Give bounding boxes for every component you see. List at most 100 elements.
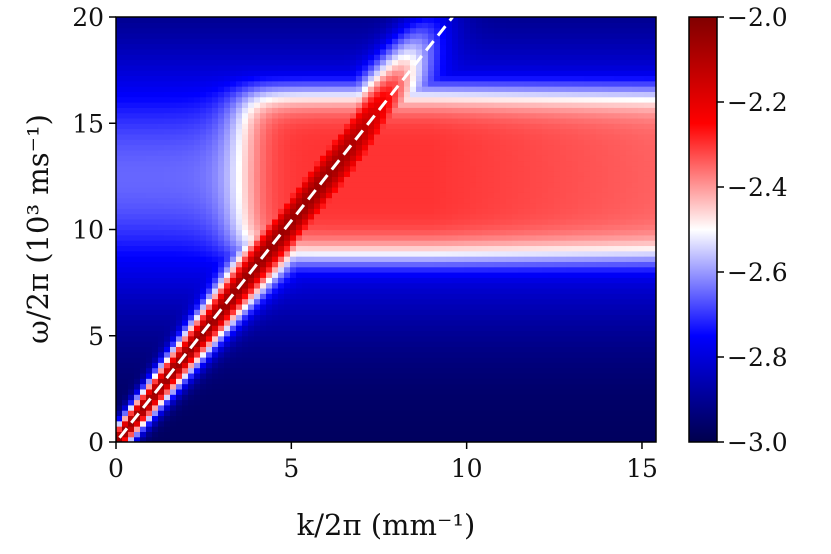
heatmap-cell <box>158 128 165 135</box>
heatmap-cell <box>440 341 447 347</box>
heatmap-cell <box>296 102 303 108</box>
heatmap-cell <box>362 303 369 310</box>
heatmap-cell <box>290 107 297 114</box>
heatmap-cell <box>158 133 165 140</box>
heatmap-cell <box>200 250 207 257</box>
heatmap-cell <box>440 155 447 162</box>
heatmap-cell <box>290 372 297 379</box>
heatmap-cell <box>392 102 399 108</box>
heatmap-cell <box>338 139 345 146</box>
heatmap-cell <box>398 139 405 146</box>
heatmap-cell <box>314 261 321 268</box>
heatmap-cell <box>260 139 267 146</box>
heatmap-cell <box>368 202 375 209</box>
heatmap-cell <box>212 64 219 71</box>
heatmap-cell <box>284 234 291 241</box>
heatmap-cell <box>392 250 399 257</box>
heatmap-cell <box>134 171 141 177</box>
heatmap-cell <box>476 256 483 262</box>
heatmap-cell <box>296 404 303 411</box>
heatmap-cell <box>362 372 369 379</box>
heatmap-cell <box>338 213 345 220</box>
heatmap-cell <box>230 261 237 268</box>
heatmap-cell <box>266 372 273 379</box>
heatmap-cell <box>470 394 477 401</box>
heatmap-cell <box>200 123 207 130</box>
heatmap-cell <box>242 22 249 29</box>
heatmap-cell <box>134 298 141 305</box>
heatmap-cell <box>122 75 129 82</box>
heatmap-cell <box>434 144 441 151</box>
heatmap-cell <box>218 309 225 316</box>
heatmap-cell <box>314 38 321 45</box>
heatmap-cell <box>440 38 447 45</box>
heatmap-cell <box>398 399 405 406</box>
heatmap-cell <box>254 208 261 215</box>
heatmap-cell <box>344 330 351 337</box>
heatmap-cell <box>116 171 123 177</box>
heatmap-cell <box>194 96 201 103</box>
heatmap-cell <box>416 96 423 103</box>
heatmap-cell <box>458 75 465 82</box>
heatmap-cell <box>152 187 159 193</box>
heatmap-cell <box>122 107 129 114</box>
heatmap-cell <box>380 133 387 140</box>
heatmap-cell <box>482 240 489 247</box>
heatmap-cell <box>206 32 213 39</box>
heatmap-cell <box>146 202 153 209</box>
heatmap-cell <box>482 298 489 305</box>
heatmap-cell <box>446 436 453 442</box>
heatmap-cell <box>200 426 207 432</box>
heatmap-cell <box>374 383 381 390</box>
heatmap-cell <box>326 187 333 193</box>
heatmap-cell <box>332 80 339 87</box>
heatmap-cell <box>212 165 219 172</box>
heatmap-cell <box>404 404 411 411</box>
heatmap-cell <box>302 96 309 103</box>
heatmap-cell <box>200 394 207 401</box>
heatmap-cell <box>404 202 411 209</box>
heatmap-cell <box>200 367 207 374</box>
heatmap-cell <box>314 139 321 146</box>
heatmap-cell <box>476 102 483 108</box>
heatmap-cell <box>254 367 261 374</box>
heatmap-cell <box>140 17 147 23</box>
heatmap-cell <box>146 415 153 422</box>
heatmap-cell <box>296 86 303 92</box>
heatmap-cell <box>128 75 135 82</box>
heatmap-cell <box>224 187 231 193</box>
heatmap-cell <box>440 86 447 92</box>
heatmap-cell <box>284 309 291 316</box>
heatmap-cell <box>182 91 189 98</box>
heatmap-cell <box>356 70 363 77</box>
heatmap-cell <box>416 139 423 146</box>
heatmap-cell <box>152 426 159 432</box>
heatmap-cell <box>236 372 243 379</box>
heatmap-cell <box>392 117 399 124</box>
heatmap-cell <box>482 303 489 310</box>
heatmap-cell <box>212 277 219 284</box>
heatmap-cell <box>128 277 135 284</box>
heatmap-cell <box>386 362 393 369</box>
heatmap-cell <box>302 426 309 432</box>
heatmap-cell <box>266 314 273 321</box>
heatmap-cell <box>182 176 189 183</box>
heatmap-cell <box>398 319 405 326</box>
heatmap-cell <box>170 165 177 172</box>
heatmap-cell <box>296 128 303 135</box>
heatmap-cell <box>350 383 357 390</box>
heatmap-cell <box>212 160 219 167</box>
heatmap-cell <box>116 240 123 247</box>
heatmap-cell <box>194 325 201 332</box>
heatmap-cell <box>476 224 483 231</box>
heatmap-cell <box>470 107 477 114</box>
heatmap-cell <box>170 80 177 87</box>
heatmap-cell <box>374 250 381 257</box>
heatmap-cell <box>152 117 159 124</box>
heatmap-cell <box>404 378 411 385</box>
heatmap-cell <box>368 107 375 114</box>
heatmap-cell <box>440 309 447 316</box>
heatmap-cell <box>476 287 483 294</box>
heatmap-cell <box>374 43 381 50</box>
heatmap-cell <box>410 399 417 406</box>
